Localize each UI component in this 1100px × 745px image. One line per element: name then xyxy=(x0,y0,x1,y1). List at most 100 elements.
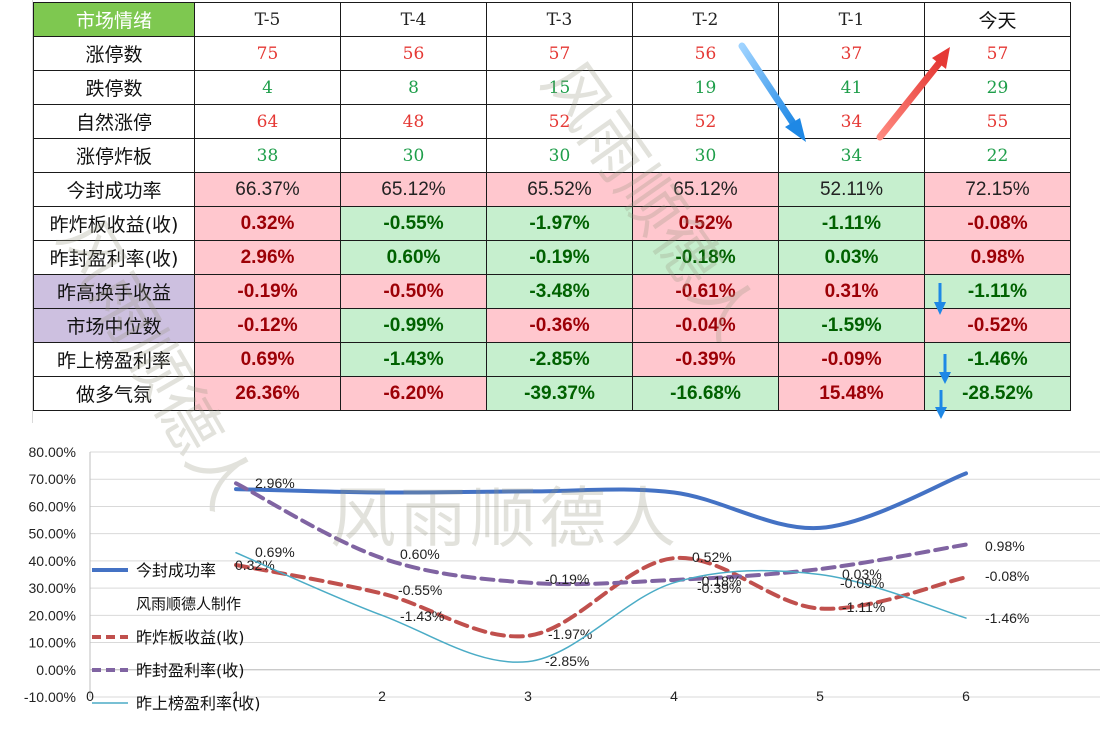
table-cell: -1.46% xyxy=(924,342,1071,377)
data-label: -1.97% xyxy=(548,626,592,642)
row-label: 今封成功率 xyxy=(33,172,195,207)
column-header: T-5 xyxy=(194,2,341,37)
data-label: -1.43% xyxy=(400,608,444,624)
table-cell: 65.12% xyxy=(340,172,487,207)
row-label: 市场中位数 xyxy=(33,308,195,343)
table-row: 昨封盈利率(收) 2.96% 0.60% -0.19% -0.18% 0.03% 0.98% xyxy=(33,240,1071,275)
y-tick-label: 20.00% xyxy=(29,607,76,623)
table-cell: -1.97% xyxy=(486,206,633,241)
table-cell: -0.04% xyxy=(632,308,779,343)
table-cell: 75 xyxy=(194,36,341,71)
table-cell: 52 xyxy=(486,104,633,139)
data-label: -0.08% xyxy=(985,568,1029,584)
series-line xyxy=(235,551,967,663)
table-cell: 19 xyxy=(632,70,779,105)
table-cell: 38 xyxy=(194,138,341,173)
table-cell: 22 xyxy=(924,138,1071,173)
data-label: 0.69% xyxy=(255,544,295,560)
table-header-row: 市场情绪 T-5 T-4 T-3 T-2 T-1 今天 xyxy=(33,2,1071,37)
table-cell: -3.48% xyxy=(486,274,633,309)
data-label: -1.46% xyxy=(985,610,1029,626)
table-cell: 30 xyxy=(340,138,487,173)
table-cell: -0.18% xyxy=(632,240,779,275)
table-cell: -1.43% xyxy=(340,342,487,377)
table-cell: 15 xyxy=(486,70,633,105)
table-cell: 55 xyxy=(924,104,1071,139)
table-cell: -39.37% xyxy=(486,376,633,411)
table-cell: 41 xyxy=(778,70,925,105)
data-label: -2.85% xyxy=(545,653,589,669)
table-cell: 66.37% xyxy=(194,172,341,207)
table-cell: 56 xyxy=(340,36,487,71)
column-header: 今天 xyxy=(924,2,1071,37)
table-cell: 29 xyxy=(924,70,1071,105)
table-cell: 52.11% xyxy=(778,172,925,207)
legend-entry: 昨上榜盈利率(收) xyxy=(136,694,261,713)
data-label: -0.55% xyxy=(398,582,442,598)
column-header: T-2 xyxy=(632,2,779,37)
legend-entry: 昨炸板收益(收) xyxy=(136,628,245,647)
table-row: 昨高换手收益 -0.19% -0.50% -3.48% -0.61% 0.31% -1.11… xyxy=(33,274,1071,309)
series-line xyxy=(234,556,968,639)
x-tick-label: 2 xyxy=(378,688,386,704)
table-cell: -6.20% xyxy=(340,376,487,411)
table-cell: 0.32% xyxy=(194,206,341,241)
table-cell: 2.96% xyxy=(194,240,341,275)
table-cell: 52 xyxy=(632,104,779,139)
table-cell: -16.68% xyxy=(632,376,779,411)
table-cell: 15.48% xyxy=(778,376,925,411)
table-cell: 26.36% xyxy=(194,376,341,411)
table-cell: 64 xyxy=(194,104,341,139)
table-cell: -1.59% xyxy=(778,308,925,343)
x-tick-label: 4 xyxy=(670,688,678,704)
row-label: 昨封盈利率(收) xyxy=(33,240,195,275)
data-label: 0.60% xyxy=(400,546,440,562)
data-label: 0.32% xyxy=(235,557,275,573)
row-label: 昨上榜盈利率 xyxy=(33,342,195,377)
table-cell: -0.61% xyxy=(632,274,779,309)
table-cell: -0.12% xyxy=(194,308,341,343)
row-label: 昨炸板收益(收) xyxy=(33,206,195,241)
table-cell: 72.15% xyxy=(924,172,1071,207)
table-cell: -0.99% xyxy=(340,308,487,343)
legend-note: 风雨顺德人制作 xyxy=(136,595,241,613)
table-row: 昨炸板收益(收) 0.32% -0.55% -1.97% 0.52% -1.11% -0.0… xyxy=(33,206,1071,241)
table-cell: 65.52% xyxy=(486,172,633,207)
line-chart: -10.00% 0.00% 10.00% 20.00% 30.00% 40.00% 50.0… xyxy=(0,423,1100,741)
table-cell: -0.50% xyxy=(340,274,487,309)
y-tick-label: 80.00% xyxy=(29,444,76,460)
table-cell: -0.08% xyxy=(924,206,1071,241)
column-header: T-4 xyxy=(340,2,487,37)
table-row: 涨停数 75 56 57 56 37 57 xyxy=(33,36,1071,71)
table-cell: 0.98% xyxy=(924,240,1071,275)
row-label: 做多气氛 xyxy=(33,376,195,411)
spreadsheet: 市场情绪 T-5 T-4 T-3 T-2 T-1 今天 涨停数 75 56 57 56 37 57 跌停数 4… xyxy=(32,0,1071,522)
table-cell: -1.11% xyxy=(924,274,1071,309)
x-tick-label: 5 xyxy=(816,688,824,704)
data-label: -1.11% xyxy=(842,599,885,615)
table-cell: 34 xyxy=(778,104,925,139)
legend-entry: 今封成功率 xyxy=(136,561,216,580)
table-cell: 8 xyxy=(340,70,487,105)
x-tick-label: 3 xyxy=(524,688,532,704)
y-tick-label: 10.00% xyxy=(29,635,76,651)
table-cell: 0.60% xyxy=(340,240,487,275)
table-row: 昨上榜盈利率 0.69% -1.43% -2.85% -0.39% -0.09% -1.46… xyxy=(33,342,1071,377)
table-row: 做多气氛 26.36% -6.20% -39.37% -16.68% 15.48% -28.… xyxy=(33,376,1071,411)
table-cell: 57 xyxy=(924,36,1071,71)
row-label: 跌停数 xyxy=(33,70,195,105)
table-cell: 34 xyxy=(778,138,925,173)
table-cell: -28.52% xyxy=(924,376,1071,411)
table-cell: -0.09% xyxy=(778,342,925,377)
table-row: 今封成功率 66.37% 65.12% 65.52% 65.12% 52.11% 72.15… xyxy=(33,172,1071,207)
data-label: 0.52% xyxy=(692,549,732,565)
table-row: 涨停炸板 38 30 30 30 34 22 xyxy=(33,138,1071,173)
chart-canvas: -10.00%0.00%10.00%20.00%30.00%40.00%50.0… xyxy=(24,444,1100,713)
table-cell: 0.69% xyxy=(194,342,341,377)
table-cell: 0.31% xyxy=(778,274,925,309)
table-cell: -0.36% xyxy=(486,308,633,343)
column-header: T-1 xyxy=(778,2,925,37)
data-label: 2.96% xyxy=(255,475,295,491)
table-cell: -0.52% xyxy=(924,308,1071,343)
y-tick-label: 70.00% xyxy=(29,471,76,487)
